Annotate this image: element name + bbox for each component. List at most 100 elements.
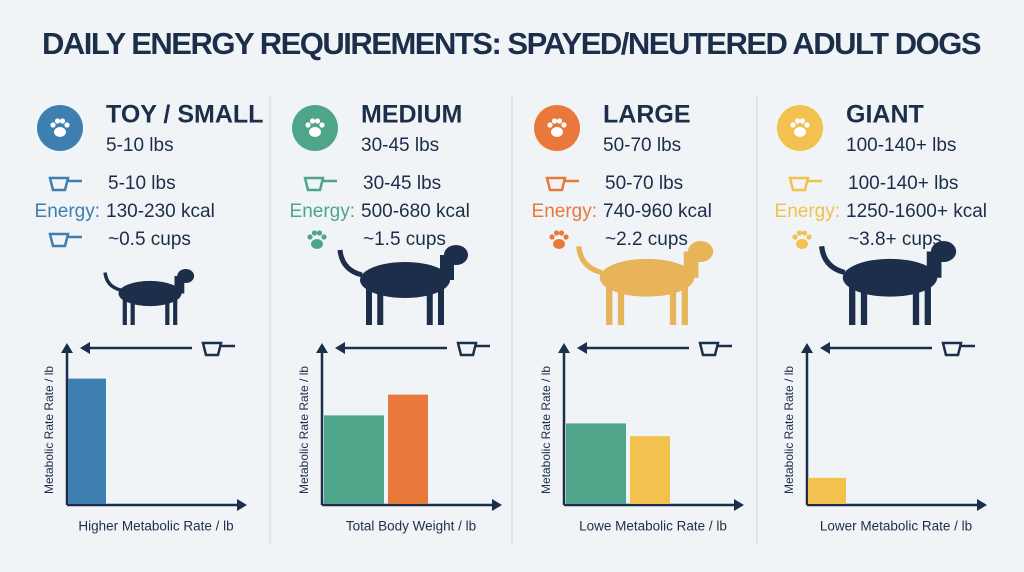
- energy-label: Energy:: [775, 201, 840, 222]
- dog-neck: [683, 251, 699, 278]
- dog-leg: [617, 277, 625, 325]
- dog-leg: [173, 293, 178, 325]
- x-axis-arrow: [734, 499, 744, 511]
- y-axis-arrow: [61, 343, 73, 353]
- weight-range: 50-70 lbs: [603, 135, 681, 156]
- weight-range: 5-10 lbs: [106, 135, 174, 156]
- bar: [808, 477, 846, 504]
- dog-leg: [860, 277, 868, 325]
- paw-toe: [551, 118, 558, 124]
- dog-body: [842, 258, 938, 297]
- bar: [630, 436, 670, 504]
- cups-value: ~3.8+ cups: [848, 229, 942, 250]
- x-axis-label: Lower Metabolic Rate / lb: [820, 519, 972, 534]
- x-axis-label: Higher Metabolic Rate / lb: [78, 519, 233, 534]
- paw-toe: [309, 118, 316, 124]
- cup-icon: [456, 341, 490, 357]
- paw-pad: [54, 127, 66, 137]
- direction-arrowhead: [577, 342, 587, 354]
- cup-icon: [48, 232, 82, 248]
- paw-icon: [307, 230, 327, 249]
- dog-body: [360, 262, 450, 298]
- paw-toe: [801, 230, 808, 236]
- paw-toe: [59, 118, 66, 124]
- paw-toe: [796, 230, 803, 236]
- weight-row: 50-70 lbs: [605, 173, 683, 194]
- dog-tail: [819, 245, 846, 276]
- direction-arrowhead: [335, 342, 345, 354]
- direction-arrowhead: [820, 342, 830, 354]
- dog-body: [599, 258, 695, 297]
- dog-neck: [174, 276, 185, 294]
- dog-silhouette: [103, 269, 195, 325]
- paw-toe: [316, 230, 323, 236]
- paw-toe: [563, 234, 569, 240]
- dog-silhouette: [576, 241, 714, 325]
- paw-toe: [50, 122, 56, 128]
- x-axis-arrow: [237, 499, 247, 511]
- paw-toe: [558, 230, 565, 236]
- dog-leg: [377, 280, 384, 325]
- y-axis-label: Metabolic Rate Rate / lb: [42, 366, 56, 494]
- cup-icon: [303, 176, 337, 192]
- direction-arrowhead: [80, 342, 90, 354]
- paw-toe: [64, 122, 70, 128]
- paw-toe: [547, 122, 553, 128]
- bar: [388, 394, 428, 504]
- paw-pad: [553, 239, 565, 249]
- paw-toe: [54, 118, 61, 124]
- x-axis-label: Lowe Metabolic Rate / lb: [579, 519, 727, 534]
- cup-icon: [48, 176, 82, 192]
- paw-toe: [319, 122, 325, 128]
- dog-silhouette: [819, 241, 957, 325]
- dog-leg: [366, 280, 372, 325]
- x-axis-arrow: [492, 499, 502, 511]
- size-name: LARGE: [603, 101, 691, 129]
- paw-toe: [792, 234, 798, 240]
- paw-icon: [790, 118, 810, 137]
- size-name: MEDIUM: [361, 101, 462, 129]
- y-axis-label: Metabolic Rate Rate / lb: [782, 366, 796, 494]
- paw-pad: [794, 127, 806, 137]
- cup-icon: [788, 176, 822, 192]
- y-axis-arrow: [801, 343, 813, 353]
- weight-range: 30-45 lbs: [361, 135, 439, 156]
- y-axis-arrow: [558, 343, 570, 353]
- paw-pad: [796, 239, 808, 249]
- dog-leg: [606, 277, 613, 325]
- dog-neck: [926, 251, 942, 278]
- energy-value: 740-960 kcal: [603, 201, 712, 222]
- dog-leg: [681, 277, 688, 325]
- bar: [324, 415, 384, 504]
- paw-pad: [551, 127, 563, 137]
- energy-value: 1250-1600+ kcal: [846, 201, 987, 222]
- cups-value: ~2.2 cups: [605, 229, 688, 250]
- cups-value: ~1.5 cups: [363, 229, 446, 250]
- paw-toe: [311, 230, 318, 236]
- dog-leg: [849, 277, 856, 325]
- paw-icon: [547, 118, 567, 137]
- dog-leg: [122, 293, 127, 325]
- energy-value: 500-680 kcal: [361, 201, 470, 222]
- cup-icon: [201, 341, 235, 357]
- paw-icon: [792, 230, 812, 249]
- paw-toe: [556, 118, 563, 124]
- size-name: GIANT: [846, 101, 924, 129]
- paw-toe: [794, 118, 801, 124]
- paw-toe: [799, 118, 806, 124]
- dog-tail: [576, 245, 603, 276]
- paw-toe: [553, 230, 560, 236]
- cup-icon: [941, 341, 975, 357]
- weight-range: 100-140+ lbs: [846, 135, 956, 156]
- energy-label: Energy:: [532, 201, 597, 222]
- paw-toe: [321, 234, 327, 240]
- title: DAILY ENERGY REQUIREMENTS: SPAYED/NEUTER…: [42, 26, 982, 61]
- bar: [68, 378, 106, 504]
- x-axis-label: Total Body Weight / lb: [346, 519, 476, 534]
- paw-toe: [806, 234, 812, 240]
- bar: [566, 423, 626, 504]
- dog-body: [118, 280, 182, 307]
- paw-toe: [561, 122, 567, 128]
- paw-toe: [790, 122, 796, 128]
